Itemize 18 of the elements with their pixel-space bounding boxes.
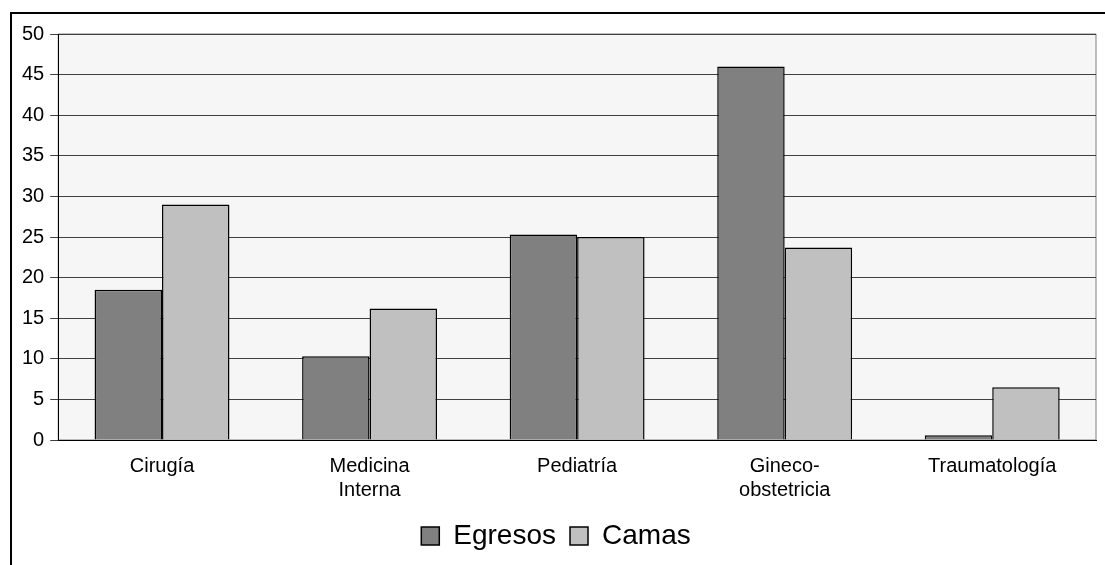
x-tick-label: Gineco-obstetricia [739, 453, 832, 500]
y-tick-label: 30 [22, 183, 45, 206]
legend-label: Camas [602, 518, 691, 550]
legend-label: Egresos [453, 518, 557, 550]
y-tick-label: 20 [22, 265, 45, 288]
x-tick-label: Cirugía [129, 453, 196, 476]
y-tick-label: 50 [22, 21, 45, 44]
y-tick-label: 40 [22, 102, 45, 125]
y-tick-label: 25 [22, 224, 45, 247]
y-tick-label: 35 [22, 143, 45, 166]
x-tick-label: Pediatría [537, 453, 619, 476]
y-tick-label: 0 [33, 427, 45, 450]
x-tick-label: Medicina Interna [329, 453, 411, 500]
x-tick-label: Traumatología [928, 453, 1058, 476]
y-tick-label: 10 [22, 346, 45, 369]
y-tick-label: 15 [22, 305, 45, 328]
y-tick-label: 45 [22, 62, 45, 85]
y-tick-label: 5 [33, 386, 45, 409]
